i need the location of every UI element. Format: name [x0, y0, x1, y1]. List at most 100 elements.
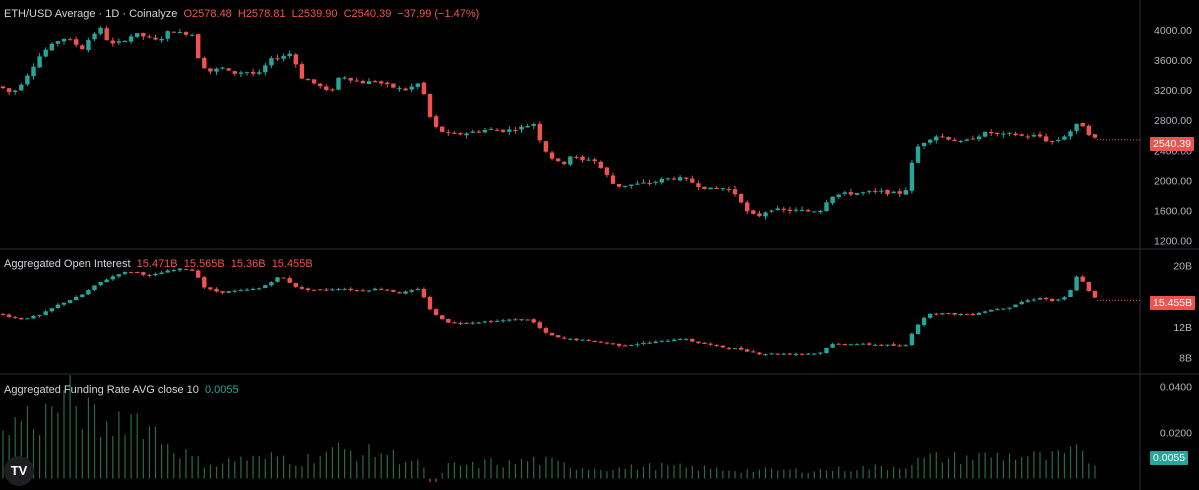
candle-body [1092, 134, 1098, 138]
candle-body [263, 285, 268, 289]
candle-body [562, 337, 567, 339]
candle-body [427, 296, 433, 310]
fr-title[interactable]: Aggregated Funding Rate AVG close 10 [4, 384, 199, 396]
candle-body [507, 129, 512, 132]
candle-body [775, 353, 780, 355]
candle-body [793, 353, 799, 355]
candle-body [842, 344, 847, 346]
candle-body [738, 193, 744, 203]
candle-body [421, 82, 427, 95]
oi-value-2: 15.565B [183, 258, 225, 270]
candle-body [677, 177, 683, 181]
candle-body [610, 175, 616, 184]
oi-value-3: 15.36B [230, 258, 266, 270]
oi-legend: Aggregated Open Interest 15.471B 15.565B… [4, 258, 316, 270]
candle-body [1043, 136, 1049, 142]
fr-last-tag: 0.0055 [1150, 451, 1189, 465]
candle-body [549, 332, 555, 336]
candle-body [49, 43, 54, 51]
candle-body [1080, 276, 1085, 282]
candle-body [171, 270, 176, 272]
candle-body [623, 345, 628, 347]
candle-body [372, 288, 378, 291]
candle-body [830, 196, 835, 204]
candle-body [1068, 290, 1073, 297]
candle-body [415, 289, 420, 291]
candle-body [537, 123, 542, 141]
candle-body [86, 290, 91, 295]
candle-body [488, 128, 494, 130]
candle-body [324, 86, 329, 90]
candle-body [299, 64, 305, 79]
candle-body [409, 86, 414, 90]
candle-body [671, 339, 677, 342]
candle-body [202, 277, 207, 288]
candle-body [860, 343, 866, 345]
candle-body [220, 291, 225, 293]
candle-body [202, 57, 207, 69]
candle-body [995, 132, 1000, 135]
candle-body [293, 283, 298, 287]
candle-body [653, 341, 658, 344]
candle-body [928, 139, 933, 143]
candle-body [763, 212, 768, 217]
candle-body [464, 322, 469, 324]
candle-body [824, 202, 829, 212]
price-last-tag: 2540.39 [1150, 137, 1194, 151]
candle-body [903, 345, 908, 347]
candle-body [128, 272, 134, 274]
candle-body [464, 133, 469, 136]
candle-body [379, 288, 384, 290]
candle-body [61, 302, 67, 305]
candle-body [824, 348, 829, 353]
candle-body [921, 142, 927, 147]
candle-body [122, 41, 128, 43]
candle-body [934, 313, 939, 315]
y-tick-label: 3600.00 [1154, 55, 1192, 67]
y-tick-label: 1200.00 [1154, 235, 1192, 247]
candle-body [934, 136, 939, 141]
candle-body [421, 289, 427, 298]
symbol-title[interactable]: ETH/USD Average · 1D · Coinalyze [4, 8, 178, 20]
oi-title[interactable]: Aggregated Open Interest [4, 258, 131, 270]
change-value: −37.99 (−1.47%) [397, 8, 480, 20]
candle-body [287, 53, 292, 57]
candle-body [6, 88, 12, 93]
candle-body [366, 290, 372, 292]
candle-body [183, 32, 189, 35]
candle-body [31, 315, 36, 319]
candle-body [921, 317, 927, 325]
candle-body [586, 339, 591, 341]
candle-body [751, 351, 756, 353]
candle-body [159, 38, 164, 41]
candle-body [458, 322, 463, 324]
candle-body [13, 317, 18, 319]
candle-body [354, 290, 359, 292]
candle-body [873, 344, 878, 346]
candle-body [684, 177, 689, 179]
candle-body [128, 36, 134, 42]
candle-body [537, 322, 542, 329]
candle-body [1001, 308, 1006, 310]
candle-body [781, 208, 786, 210]
candle-body [836, 194, 841, 197]
candle-body [909, 162, 915, 191]
candle-body [946, 136, 951, 140]
candle-body [720, 345, 725, 348]
candle-body [360, 81, 366, 84]
candle-body [19, 318, 24, 320]
candle-body [812, 211, 817, 213]
candle-body [238, 72, 244, 74]
candle-body [1019, 301, 1024, 305]
candle-body [531, 124, 536, 126]
candle-body [488, 321, 494, 323]
tradingview-logo-icon[interactable]: TV [4, 456, 34, 486]
candle-body [891, 191, 896, 194]
candle-body [702, 342, 707, 344]
candle-body [415, 83, 420, 87]
candle-body [360, 290, 366, 292]
candle-body [98, 281, 103, 286]
y-tick-label: 0.0200 [1160, 428, 1192, 440]
